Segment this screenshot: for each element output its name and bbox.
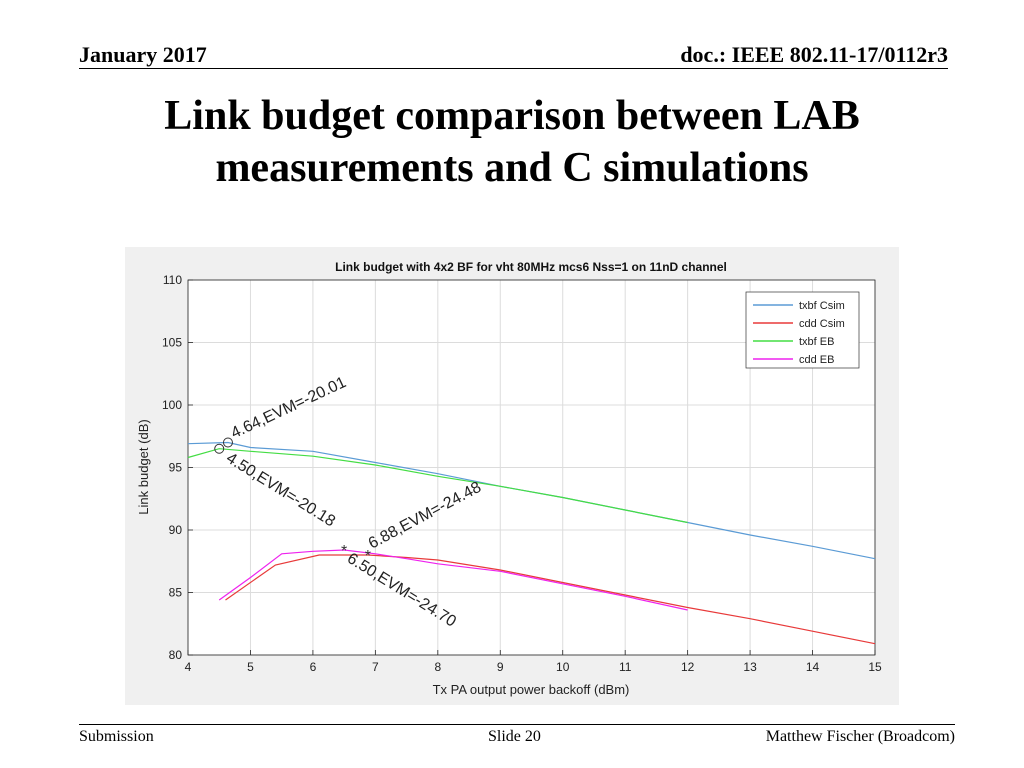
y-tick-label: 100 (162, 398, 182, 412)
x-tick-label: 7 (372, 660, 379, 674)
slide-title-line-1: Link budget comparison between LAB (164, 93, 860, 139)
annotation-marker-star: * (365, 548, 371, 565)
annotation-marker-circle (214, 443, 225, 454)
annotation-marker-star: * (341, 543, 347, 560)
x-tick-label: 6 (310, 660, 317, 674)
legend-label: cdd EB (799, 354, 834, 366)
series-line-3 (187, 448, 688, 524)
y-tick-label: 85 (169, 586, 183, 600)
legend-label: txbf Csim (799, 300, 845, 312)
chart-title: Link budget with 4x2 BF for vht 80MHz mc… (335, 260, 727, 274)
x-tick-label: 11 (619, 660, 632, 674)
footer-submission: Submission (79, 728, 154, 745)
x-axis-label: Tx PA output power backoff (dBm) (433, 682, 630, 697)
footer-slide-number: Slide 20 (488, 728, 541, 745)
y-tick-label: 90 (169, 523, 183, 537)
y-tick-label: 105 (162, 336, 182, 350)
annotation-marker-circle (222, 437, 233, 448)
x-tick-label: 15 (868, 660, 882, 674)
series-lines (187, 441, 876, 645)
legend: txbf Csim cdd Csim txbf EB cdd EB (745, 291, 860, 369)
header-divider (79, 68, 948, 69)
header-doc-id: doc.: IEEE 802.11-17/0112r3 (680, 42, 948, 67)
slide-title: Link budget comparison between LAB measu… (100, 90, 924, 194)
x-tick-label: 13 (743, 660, 757, 674)
footer-divider (79, 724, 955, 725)
footer-author: Matthew Fischer (Broadcom) (765, 728, 955, 745)
chart-figure: 4 5 6 7 8 9 10 11 12 13 14 15 80 85 90 95 100 105 110 4.64… (125, 247, 899, 705)
x-tick-label: 5 (247, 660, 254, 674)
slide-title-line-2: measurements and C simulations (215, 145, 809, 191)
x-tick-label: 10 (556, 660, 570, 674)
x-tick-label: 14 (806, 660, 820, 674)
series-line-2 (225, 554, 876, 645)
legend-label: txbf EB (799, 336, 834, 348)
x-tick-label: 8 (434, 660, 441, 674)
axis-ticks: 4 5 6 7 8 9 10 11 12 13 14 15 80 85 90 95 100 105 110 (162, 273, 882, 674)
series-line-4 (218, 549, 688, 611)
y-tick-label: 80 (169, 648, 183, 662)
y-axis-label: Link budget (dB) (136, 419, 151, 514)
header-date: January 2017 (79, 42, 207, 67)
x-tick-label: 4 (185, 660, 192, 674)
x-tick-label: 9 (497, 660, 504, 674)
y-tick-label: 95 (169, 461, 183, 475)
x-tick-label: 12 (681, 660, 695, 674)
y-tick-label: 110 (163, 273, 182, 287)
legend-label: cdd Csim (799, 318, 845, 330)
